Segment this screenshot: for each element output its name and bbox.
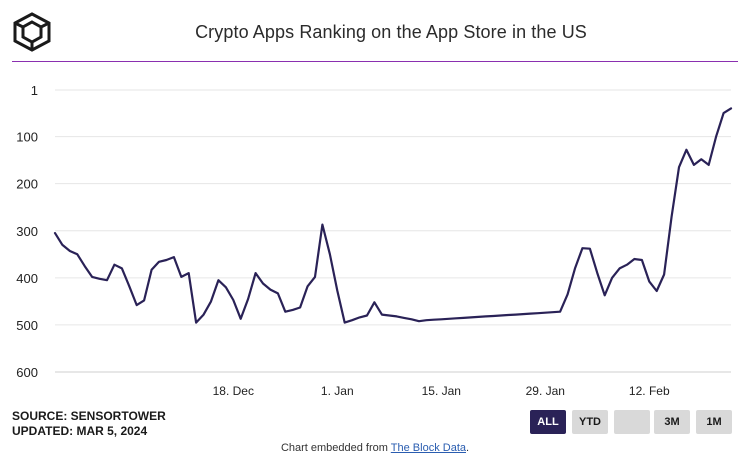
x-tick-label: 15. Jan — [422, 384, 461, 398]
y-tick-label: 600 — [16, 365, 38, 380]
x-tick-label: 29. Jan — [526, 384, 565, 398]
range-3m-button[interactable]: 3M — [654, 410, 690, 434]
y-tick-label: 500 — [16, 318, 38, 333]
y-tick-label: 400 — [16, 271, 38, 286]
y-tick-label: 300 — [16, 224, 38, 239]
title-divider — [12, 61, 738, 62]
ranking-chart: 1 100 200 300 400 500 600 18. Dec 1. Jan 15. Jan 2… — [16, 83, 733, 398]
range-1m-button[interactable]: 1M — [696, 410, 732, 434]
updated-text: UPDATED: MAR 5, 2024 — [12, 424, 148, 438]
the-block-data-link[interactable]: The Block Data — [390, 442, 466, 454]
range-ytd-button[interactable]: YTD — [572, 410, 608, 434]
chart-title: Crypto Apps Ranking on the App Store in … — [195, 22, 587, 42]
embed-prefix: Chart embedded from — [280, 442, 391, 454]
source-note: SOURCE: SENSORTOWER UPDATED: MAR 5, 2024 — [12, 409, 166, 439]
y-tick-label: 200 — [16, 177, 38, 192]
x-tick-label: 1. Jan — [321, 384, 354, 398]
series-line-ranking — [53, 107, 733, 324]
cube-logo-icon — [13, 12, 51, 52]
x-tick-label: 18. Dec — [213, 384, 254, 398]
source-text: SOURCE: SENSORTOWER — [12, 409, 166, 423]
y-tick-label: 100 — [16, 130, 38, 145]
x-tick-label: 12. Feb — [629, 384, 670, 398]
range-blank-button[interactable] — [614, 410, 650, 434]
embed-suffix: . — [466, 442, 470, 454]
range-all-button[interactable]: ALL — [530, 410, 566, 434]
y-tick-label: 1 — [31, 83, 38, 98]
embed-note: Chart embedded from The Block Data. — [0, 442, 750, 454]
